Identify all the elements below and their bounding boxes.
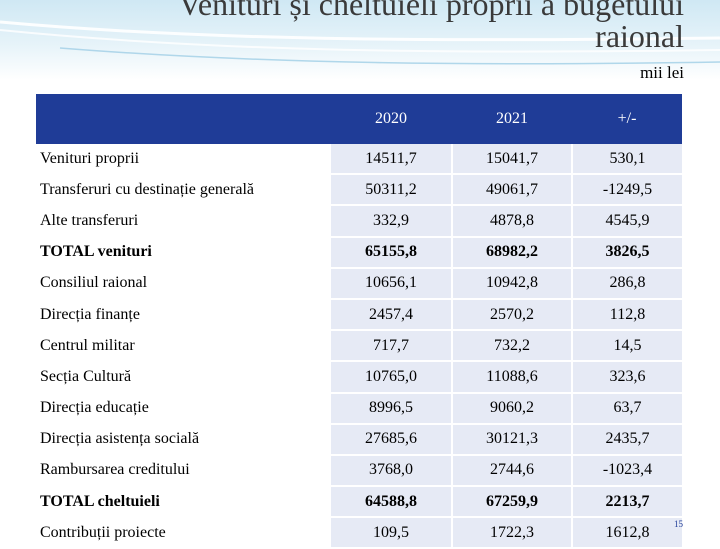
table-row: Alte transferuri 332,9 4878,8 4545,9 xyxy=(36,205,682,238)
value-2020: 27685,6 xyxy=(329,423,452,456)
header-diff: +/- xyxy=(572,94,682,144)
row-label: Centrul militar xyxy=(36,330,330,362)
page-title: Venituri și cheltuieli proprii a bugetul… xyxy=(0,0,684,52)
value-2021: 49061,7 xyxy=(451,174,572,207)
value-diff: 14,5 xyxy=(571,330,682,363)
budget-table: 2020 2021 +/- Venituri proprii 14511,7 150… xyxy=(36,94,682,549)
table-row: Consiliul raional 10656,1 10942,8 286,8 xyxy=(36,267,682,300)
value-2021: 10942,8 xyxy=(451,267,572,300)
value-diff: 1612,8 xyxy=(571,517,682,549)
value-2020: 717,7 xyxy=(329,330,452,363)
table-row: Transferuri cu destinație generală 50311,… xyxy=(36,174,682,207)
value-2021: 9060,2 xyxy=(451,392,572,425)
table-row: TOTAL cheltuieli 64588,8 67259,9 2213,7 xyxy=(36,486,682,519)
row-label: Contribuții proiecte xyxy=(36,517,330,549)
row-label: Direcția asistența socială xyxy=(36,423,330,455)
value-diff: 530,1 xyxy=(571,144,682,176)
value-2020: 109,5 xyxy=(329,517,452,549)
value-2020: 14511,7 xyxy=(329,144,452,176)
table-row: Centrul militar 717,7 732,2 14,5 xyxy=(36,330,682,363)
value-diff: 323,6 xyxy=(571,361,682,394)
value-2020: 3768,0 xyxy=(329,454,452,488)
value-2020: 8996,5 xyxy=(329,392,452,425)
value-2021: 11088,6 xyxy=(451,361,572,394)
header-2020: 2020 xyxy=(330,94,452,144)
value-2020: 64588,8 xyxy=(329,486,452,519)
value-2021: 30121,3 xyxy=(451,423,572,456)
page-number: 15 xyxy=(674,519,683,529)
value-2021: 2744,6 xyxy=(451,454,572,488)
table-body: Venituri proprii 14511,7 15041,7 530,1 Trans… xyxy=(36,144,682,549)
row-label: Consiliul raional xyxy=(36,267,330,299)
row-label: Direcția educație xyxy=(36,392,330,424)
value-2021: 4878,8 xyxy=(451,205,572,238)
value-2020: 2457,4 xyxy=(329,298,452,332)
value-2021: 1722,3 xyxy=(451,517,572,549)
table-row: TOTAL venituri 65155,8 68982,2 3826,5 xyxy=(36,236,682,269)
page-title-line1: Venituri și cheltuieli proprii a bugetul… xyxy=(178,0,684,22)
table-row: Secția Cultură 10765,0 11088,6 323,6 xyxy=(36,361,682,394)
table-row: Direcția finanțe 2457,4 2570,2 112,8 xyxy=(36,298,682,332)
row-label: Direcția finanțe xyxy=(36,298,330,331)
value-2021: 15041,7 xyxy=(451,144,572,176)
row-label: TOTAL venituri xyxy=(36,236,330,268)
row-label: Secția Cultură xyxy=(36,361,330,393)
header-2021: 2021 xyxy=(452,94,572,144)
value-2020: 10765,0 xyxy=(329,361,452,394)
value-2020: 10656,1 xyxy=(329,267,452,300)
table-row: Direcția educație 8996,5 9060,2 63,7 xyxy=(36,392,682,425)
row-label: Transferuri cu destinație generală xyxy=(36,174,330,206)
value-diff: 4545,9 xyxy=(571,205,682,238)
value-2020: 65155,8 xyxy=(329,236,452,269)
table-header-row: 2020 2021 +/- xyxy=(36,94,682,144)
value-diff: -1249,5 xyxy=(571,174,682,207)
value-2020: 332,9 xyxy=(329,205,452,238)
value-2021: 2570,2 xyxy=(451,298,572,332)
value-diff: 286,8 xyxy=(571,267,682,300)
page-title-line2: raional xyxy=(595,18,684,54)
table-header: 2020 2021 +/- xyxy=(36,94,682,144)
value-diff: -1023,4 xyxy=(571,454,682,488)
value-2021: 68982,2 xyxy=(451,236,572,269)
value-2021: 67259,9 xyxy=(451,486,572,519)
header-empty-cell xyxy=(36,94,330,144)
value-diff: 2213,7 xyxy=(571,486,682,519)
table-row: Direcția asistența socială 27685,6 30121,3… xyxy=(36,423,682,456)
row-label: Rambursarea creditului xyxy=(36,454,330,487)
table-row: Rambursarea creditului 3768,0 2744,6 -1023,… xyxy=(36,454,682,488)
row-label: TOTAL cheltuieli xyxy=(36,486,330,518)
value-2021: 732,2 xyxy=(451,330,572,363)
row-label: Venituri proprii xyxy=(36,144,330,175)
value-diff: 2435,7 xyxy=(571,423,682,456)
value-diff: 63,7 xyxy=(571,392,682,425)
value-diff: 112,8 xyxy=(571,298,682,332)
value-2020: 50311,2 xyxy=(329,174,452,207)
table-row: Venituri proprii 14511,7 15041,7 530,1 xyxy=(36,144,682,176)
value-diff: 3826,5 xyxy=(571,236,682,269)
table-row: Contribuții proiecte 109,5 1722,3 1612,8 xyxy=(36,517,682,549)
decorative-swoosh xyxy=(0,20,720,65)
unit-label: mii lei xyxy=(640,63,684,82)
row-label: Alte transferuri xyxy=(36,205,330,237)
